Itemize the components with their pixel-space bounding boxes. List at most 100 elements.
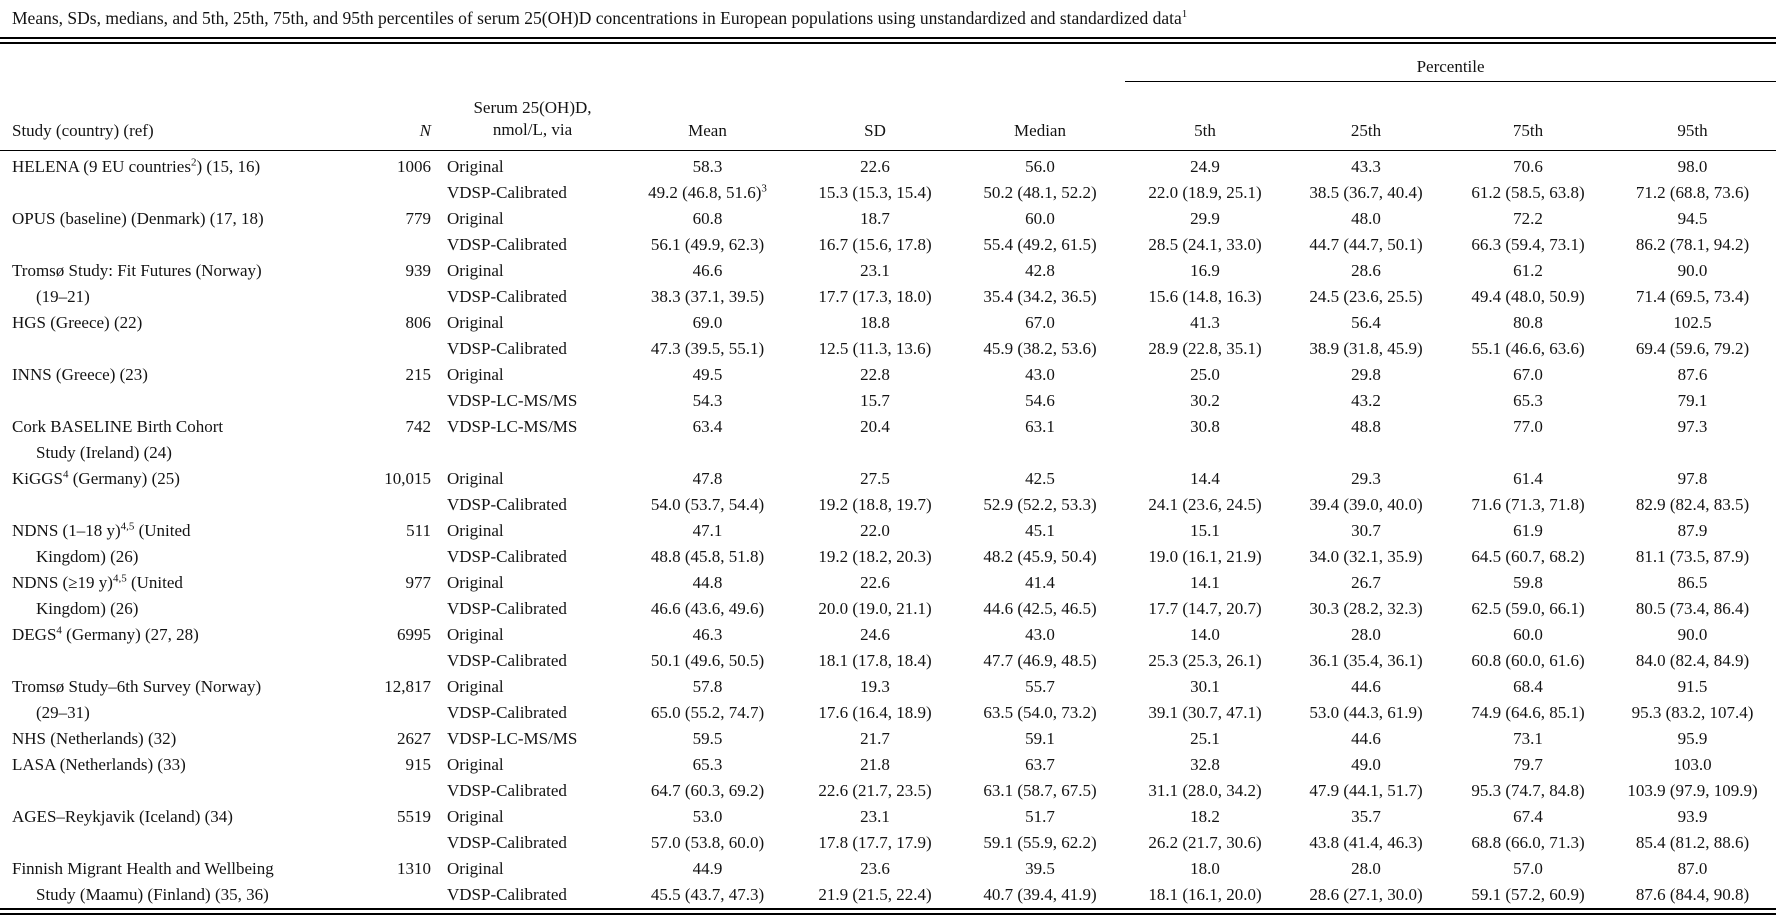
table-row: DEGS4 (Germany) (27, 28) 6995 Original 46.3…: [0, 622, 1776, 648]
study-name-cell: [0, 648, 365, 674]
p95-cell: 71.4 (69.5, 73.4): [1635, 287, 1750, 306]
col-header-via: Serum 25(OH)D, nmol/L, via: [445, 82, 620, 151]
p5-cell: 14.4: [1190, 469, 1220, 488]
p75-cell: 61.9: [1513, 521, 1543, 540]
p95-cell: 69.4 (59.6, 79.2): [1635, 339, 1750, 358]
n-cell: [365, 492, 445, 518]
sd-cell: 18.7: [860, 209, 890, 228]
p95-cell: 79.1: [1677, 391, 1708, 410]
table-row: Finnish Migrant Health and Wellbeing 1310…: [0, 856, 1776, 882]
table-row: Kingdom) (26) VDSP-Calibrated 48.8 (45.8, …: [0, 544, 1776, 570]
p75-cell: 64.5 (60.7, 68.2): [1471, 547, 1585, 566]
p25-cell: 44.6: [1351, 729, 1381, 748]
n-cell: 5519: [397, 807, 431, 826]
p5-cell: 32.8: [1190, 755, 1220, 774]
mean-cell: 65.3: [692, 755, 723, 774]
col-header-p95: 95th: [1677, 121, 1708, 140]
p5-cell: 15.6 (14.8, 16.3): [1148, 287, 1262, 306]
sd-cell: 21.7: [860, 729, 890, 748]
study-name-cell: NDNS (1–18 y)4,5 (United: [12, 520, 191, 540]
p95-cell: 90.0: [1677, 261, 1708, 280]
sd-cell: 17.7 (17.3, 18.0): [818, 287, 932, 306]
via-cell: Original: [447, 209, 504, 228]
col-header-p5: 5th: [1194, 121, 1216, 140]
study-name-cell: HELENA (9 EU countries2) (15, 16): [12, 156, 261, 176]
study-name-cell: OPUS (baseline) (Denmark) (17, 18): [12, 209, 264, 228]
study-name-cell: Study (Maamu) (Finland) (35, 36): [36, 885, 269, 904]
p25-cell: 39.4 (39.0, 40.0): [1309, 495, 1423, 514]
sd-cell: 20.0 (19.0, 21.1): [818, 599, 932, 618]
p75-cell: 79.7: [1513, 755, 1543, 774]
study-name-cell: LASA (Netherlands) (33): [12, 755, 186, 774]
table-row: Tromsø Study–6th Survey (Norway) 12,817 Or…: [0, 674, 1776, 700]
study-name-cell: (29–31): [36, 703, 90, 722]
median-cell: 54.6: [1025, 391, 1055, 410]
bottom-double-rule: [0, 908, 1776, 915]
study-name-cell: AGES–Reykjavik (Iceland) (34): [12, 807, 233, 826]
study-name-cell: Finnish Migrant Health and Wellbeing: [12, 859, 274, 878]
percentile-group-row: Percentile: [0, 44, 1776, 82]
p25-cell: 43.3: [1351, 157, 1381, 176]
p25-cell: 56.4: [1351, 313, 1381, 332]
table-row: VDSP-Calibrated 50.1 (49.6, 50.5) 18.1 (17…: [0, 648, 1776, 674]
p95-cell: 84.0 (82.4, 84.9): [1635, 651, 1750, 670]
mean-cell: 44.9: [692, 859, 723, 878]
sd-cell: 27.5: [860, 469, 890, 488]
p5-cell: 14.0: [1190, 625, 1220, 644]
median-cell: 59.1 (55.9, 62.2): [983, 833, 1097, 852]
mean-cell: 58.3: [692, 157, 723, 176]
table-row: Study (Ireland) (24): [0, 440, 1776, 466]
study-name-cell: Study (Ireland) (24): [36, 443, 172, 462]
mean-cell: 49.5: [692, 365, 723, 384]
p75-cell: 57.0: [1513, 859, 1543, 878]
col-header-sd: SD: [864, 121, 886, 140]
p95-cell: 102.5: [1673, 313, 1712, 332]
via-cell: Original: [447, 261, 504, 280]
p95-cell: 87.0: [1677, 859, 1708, 878]
p75-cell: 62.5 (59.0, 66.1): [1471, 599, 1585, 618]
n-cell: [365, 778, 445, 804]
p25-cell: 24.5 (23.6, 25.5): [1309, 287, 1423, 306]
median-cell: 67.0: [1025, 313, 1055, 332]
p75-cell: 72.2: [1513, 209, 1543, 228]
median-cell: 44.6 (42.5, 46.5): [983, 599, 1097, 618]
median-cell: 51.7: [1025, 807, 1055, 826]
data-table: Percentile Study (country) (ref) N Serum…: [0, 44, 1776, 908]
mean-cell: 47.3 (39.5, 55.1): [650, 339, 765, 358]
p95-cell: 71.2 (68.8, 73.6): [1635, 183, 1750, 202]
p25-cell: 38.5 (36.7, 40.4): [1309, 183, 1423, 202]
via-cell: Original: [447, 365, 504, 384]
p25-cell: 43.2: [1351, 391, 1381, 410]
table-header: Percentile Study (country) (ref) N Serum…: [0, 44, 1776, 151]
table-row: VDSP-Calibrated 49.2 (46.8, 51.6)3 15.3 (1…: [0, 180, 1776, 206]
table-row: VDSP-Calibrated 47.3 (39.5, 55.1) 12.5 (11…: [0, 336, 1776, 362]
n-cell: [365, 180, 445, 206]
sd-cell: 18.8: [860, 313, 890, 332]
median-cell: 55.7: [1025, 677, 1055, 696]
mean-cell: 65.0 (55.2, 74.7): [650, 703, 765, 722]
p75-cell: 66.3 (59.4, 73.1): [1471, 235, 1585, 254]
mean-cell: 46.6: [692, 261, 723, 280]
p75-cell: 60.8 (60.0, 61.6): [1471, 651, 1585, 670]
p75-cell: 71.6 (71.3, 71.8): [1471, 495, 1585, 514]
p5-cell: 18.1 (16.1, 20.0): [1148, 885, 1262, 904]
p95-cell: 85.4 (81.2, 88.6): [1635, 833, 1750, 852]
table-row: VDSP-LC-MS/MS 54.3 15.7 54.6 30.2 43.2 65.3 79.…: [0, 388, 1776, 414]
n-cell: 511: [406, 521, 431, 540]
n-cell: [365, 284, 445, 310]
n-cell: 806: [405, 313, 432, 332]
table-row: OPUS (baseline) (Denmark) (17, 18) 779 Ori…: [0, 206, 1776, 232]
via-cell: VDSP-LC-MS/MS: [447, 729, 578, 748]
sd-cell: 12.5 (11.3, 13.6): [818, 339, 932, 358]
p25-cell: 30.7: [1351, 521, 1381, 540]
via-cell: VDSP-Calibrated: [447, 287, 567, 306]
p5-cell: 14.1: [1190, 573, 1220, 592]
p25-cell: 34.0 (32.1, 35.9): [1309, 547, 1423, 566]
n-cell: [365, 882, 445, 908]
study-name-cell: Tromsø Study–6th Survey (Norway): [12, 677, 262, 696]
table-row: LASA (Netherlands) (33) 915 Original 65.3 21…: [0, 752, 1776, 778]
via-cell: [445, 440, 620, 466]
mean-cell: 53.0: [692, 807, 723, 826]
sd-cell: 22.8: [860, 365, 890, 384]
